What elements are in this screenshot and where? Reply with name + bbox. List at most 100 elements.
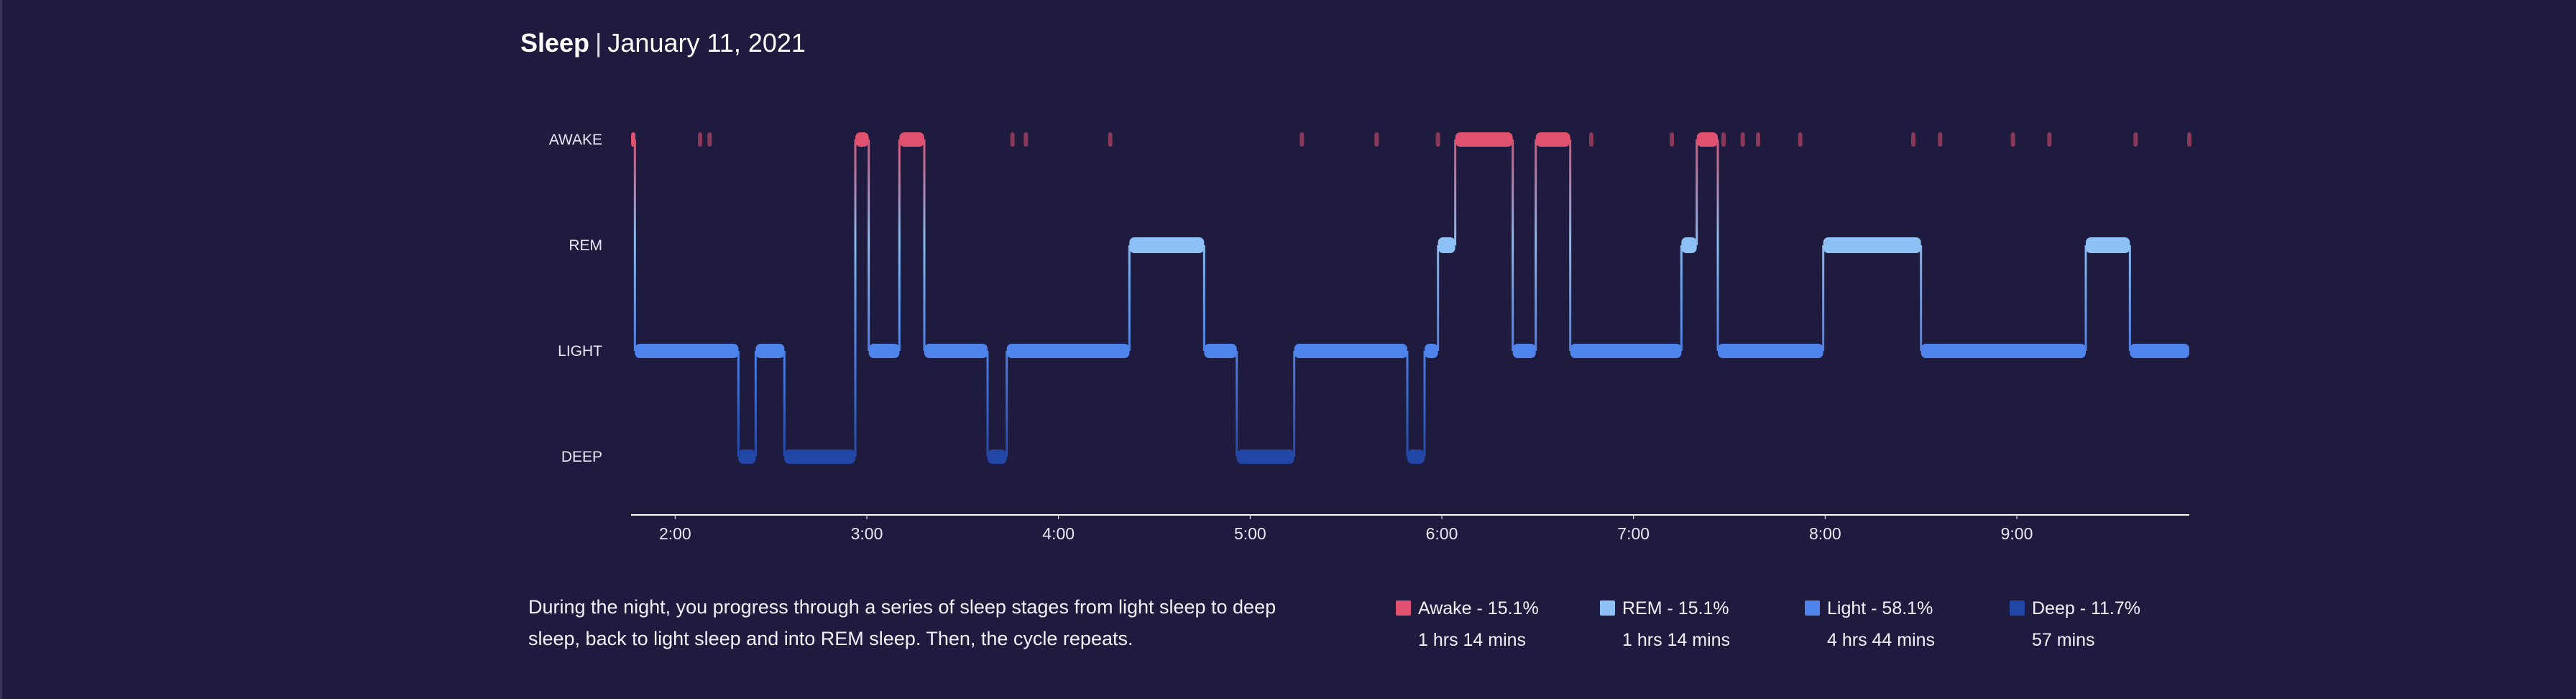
awake-blip (2047, 132, 2052, 147)
x-tick-label: 7:00 (1617, 524, 1650, 543)
stage-bars (631, 132, 2189, 464)
stage-bar-rem (1438, 237, 1455, 253)
awake-blip (2187, 132, 2191, 147)
stage-bar-deep (1236, 449, 1294, 464)
legend-swatch-light (1805, 600, 1820, 616)
stage-bar-light (1204, 344, 1237, 358)
legend-label-light: Light - 58.1% (1827, 598, 1933, 618)
legend-swatch-deep (2010, 600, 2025, 616)
title-separator: | (595, 28, 602, 58)
legend-label-deep: Deep - 11.7% (2032, 598, 2141, 618)
awake-blip (1721, 132, 1726, 147)
x-tick-label: 6:00 (1426, 524, 1458, 543)
stage-bar-awake (1535, 132, 1570, 147)
stage-bar-awake (1696, 132, 1718, 147)
stage-transition (737, 351, 740, 457)
stage-bar-light (1425, 344, 1438, 358)
awake-blip (2133, 132, 2138, 147)
x-tick-label: 5:00 (1234, 524, 1266, 543)
stage-bar-light (635, 344, 739, 358)
legend-label-awake: Awake - 15.1% (1418, 598, 1539, 618)
stage-bar-rem (1681, 237, 1697, 253)
frame-edge (0, 0, 2, 699)
stage-label-deep: DEEP (561, 449, 602, 465)
stage-transition (1236, 351, 1238, 457)
stage-label-rem: REM (569, 237, 602, 254)
stage-bar-light (1920, 344, 2086, 358)
stage-bar-deep (784, 449, 855, 464)
awake-blip (1108, 132, 1113, 147)
awake-blip (1798, 132, 1803, 147)
stage-transition (1680, 245, 1683, 351)
legend-label-rem: REM - 15.1% (1622, 598, 1729, 618)
legend-duration-awake: 1 hrs 14 mins (1418, 630, 1527, 650)
stage-transition (1512, 140, 1514, 351)
x-tick-label: 4:00 (1042, 524, 1075, 543)
stage-transition (754, 351, 757, 457)
page-date: January 11, 2021 (607, 28, 806, 58)
stage-bar-rem (1823, 237, 1921, 253)
stage-connectors (633, 140, 2131, 457)
stage-transition (1920, 245, 1923, 351)
stage-bar-light (2130, 344, 2189, 358)
legend-duration-deep: 57 mins (2032, 630, 2095, 650)
awake-blip (1589, 132, 1593, 147)
stage-label-awake: AWAKE (549, 132, 602, 148)
page-header: Sleep | January 11, 2021 (520, 26, 806, 60)
x-tick-label: 2:00 (659, 524, 691, 543)
stage-bar-awake (631, 132, 635, 147)
sleep-stages-chart: AWAKE REM LIGHT DEEP 2:00 3:00 4:00 5:00 6:00 7:… (549, 132, 2191, 543)
awake-blip (1300, 132, 1305, 147)
stage-transition (2128, 245, 2131, 351)
awake-blip (1740, 132, 1745, 147)
x-axis-ticks: 2:00 3:00 4:00 5:00 6:00 7:00 8:00 9:00 (659, 515, 2033, 543)
stage-bar-light (1512, 344, 1536, 358)
stage-transition (1202, 245, 1205, 351)
stage-transition (986, 351, 989, 457)
stage-transition (1569, 140, 1572, 351)
stage-transition (633, 140, 636, 351)
stage-transition (854, 140, 857, 457)
stage-bar-awake (1455, 132, 1513, 147)
legend-duration-light: 4 hrs 44 mins (1827, 630, 1936, 650)
stage-bar-light (1006, 344, 1130, 358)
awake-blip (1938, 132, 1943, 147)
awake-blips (698, 132, 2191, 147)
stage-bar-rem (2086, 237, 2130, 253)
awake-blip (1010, 132, 1015, 147)
stage-transition (923, 140, 926, 351)
stage-bar-light (755, 344, 785, 358)
stage-bar-light (1294, 344, 1407, 358)
chart-description: During the night, you progress through a… (528, 596, 1276, 649)
stage-transition (1716, 140, 1719, 351)
x-tick-label: 9:00 (2001, 524, 2033, 543)
stage-transition (898, 140, 901, 351)
legend-duration-rem: 1 hrs 14 mins (1622, 630, 1731, 650)
stage-transition (1437, 245, 1440, 351)
stage-bar-awake (855, 132, 869, 147)
stage-transition (1822, 245, 1825, 351)
awake-blip (2010, 132, 2015, 147)
stage-bar-light (868, 344, 900, 358)
stage-bar-light (1718, 344, 1823, 358)
stage-label-light: LIGHT (558, 343, 602, 360)
stage-transition (1423, 351, 1426, 457)
stage-bar-light (924, 344, 988, 358)
legend-swatch-rem (1600, 600, 1615, 616)
stage-transition (783, 351, 786, 457)
stage-bar-light (1570, 344, 1682, 358)
stage-transition (1006, 351, 1008, 457)
awake-blip (707, 132, 712, 147)
awake-blip (1435, 132, 1440, 147)
page-title: Sleep (520, 28, 590, 58)
stage-bar-deep (988, 449, 1007, 464)
stage-transition (868, 140, 870, 351)
stage-transition (1293, 351, 1296, 457)
stage-labels: AWAKE REM LIGHT DEEP (549, 132, 602, 465)
x-tick-label: 3:00 (851, 524, 883, 543)
awake-blip (698, 132, 702, 147)
stage-transition (1696, 140, 1698, 245)
stage-transition (1454, 140, 1457, 245)
awake-blip (1911, 132, 1915, 147)
stage-transition (1535, 140, 1537, 351)
